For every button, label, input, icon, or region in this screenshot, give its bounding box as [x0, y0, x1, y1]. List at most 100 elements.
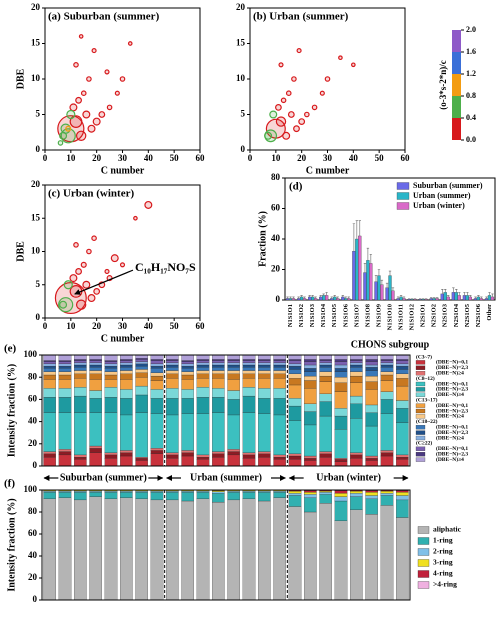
bar-segment — [120, 497, 133, 601]
bar-segment — [396, 454, 409, 458]
colorbar-tick-label: 2.0 — [466, 25, 476, 34]
bar-segment — [74, 454, 87, 458]
bar-segment — [304, 359, 317, 362]
point — [73, 242, 79, 248]
bar-segment — [334, 368, 348, 372]
bar-segment — [319, 494, 332, 504]
bar-segment — [181, 490, 194, 493]
bar-segment — [89, 362, 102, 366]
bar-segment — [58, 388, 72, 398]
bar-segment — [150, 389, 164, 399]
bar-segment — [227, 414, 240, 450]
bar-segment — [258, 451, 271, 454]
error-bar — [480, 296, 483, 299]
bar-segment — [380, 367, 394, 372]
bar — [413, 299, 417, 301]
x-tick-label: N1S1O7 — [353, 303, 360, 327]
error-bar — [303, 296, 306, 299]
bar-segment — [242, 492, 256, 499]
x-tick-label: 0 — [43, 321, 48, 331]
legend-swatch — [396, 192, 410, 200]
error-bar — [474, 296, 477, 299]
y-tick-label: 5 — [36, 109, 41, 119]
bar-segment — [135, 394, 148, 413]
error-bar — [297, 296, 300, 299]
bar-segment — [319, 453, 332, 458]
bar-segment — [89, 448, 102, 453]
x-tick-label: 0 — [248, 153, 253, 163]
bar-segment — [43, 492, 56, 499]
bar — [313, 298, 318, 301]
legend-label: aliphatic — [433, 525, 462, 534]
bar-segment — [365, 359, 378, 362]
bar-segment — [396, 378, 409, 387]
bar-segment — [304, 361, 317, 366]
bar-segment — [104, 412, 118, 453]
bar-segment — [89, 364, 102, 368]
bar-segment — [227, 490, 240, 493]
x-tick-label: 10 — [66, 321, 76, 331]
bar-segment — [43, 354, 56, 361]
point — [119, 262, 126, 268]
legend-swatch — [417, 581, 430, 589]
bar-segment — [120, 370, 133, 374]
bar-segment — [196, 360, 210, 363]
bar-segment — [104, 374, 118, 380]
bar-segment — [181, 379, 194, 390]
bar-segment — [212, 397, 225, 413]
point — [293, 125, 300, 133]
bar-segment — [104, 363, 118, 367]
bar-segment — [258, 453, 271, 458]
bar-segment — [288, 459, 302, 467]
bar-segment — [120, 398, 133, 416]
bar-segment — [43, 453, 56, 458]
bar-segment — [135, 363, 148, 367]
bar-segment — [104, 397, 118, 413]
bar-segment — [288, 384, 302, 399]
bar-segment — [74, 362, 87, 366]
error-bar — [385, 282, 389, 288]
panel-title: (b) Urban (summer) — [253, 11, 349, 23]
point — [110, 254, 119, 263]
bar-segment — [288, 453, 302, 457]
bar-segment — [273, 414, 286, 456]
legend-label: (DBE−N)=2,3 — [436, 429, 468, 436]
legend-label: (DBE−N)≥4 — [436, 413, 464, 420]
bar-segment — [350, 395, 363, 404]
bar-segment — [242, 395, 256, 413]
point — [91, 235, 97, 242]
error-bar — [322, 293, 325, 296]
legend-swatch — [396, 202, 410, 210]
bar-segment — [196, 498, 210, 601]
y-axis-label: Fraction (%) — [257, 211, 268, 267]
bar-segment — [166, 414, 179, 453]
bar-segment — [181, 413, 194, 451]
bar-segment — [304, 424, 317, 457]
bar-segment — [104, 368, 118, 372]
bar-segment — [196, 362, 210, 366]
bar-segment — [365, 498, 378, 515]
bar-segment — [150, 354, 164, 360]
error-bar — [319, 295, 322, 297]
bar-segment — [212, 364, 225, 368]
bar-segment — [104, 365, 118, 369]
bar-segment — [181, 361, 194, 365]
bar-segment — [350, 458, 363, 467]
bar-segment — [334, 458, 348, 460]
error-bar — [458, 292, 461, 296]
bar-segment — [258, 378, 271, 389]
bar-segment — [365, 389, 378, 406]
bar-segment — [396, 408, 409, 423]
legend-swatch — [417, 526, 430, 534]
bar-segment — [304, 364, 317, 369]
bar-segment — [273, 490, 286, 493]
error-bar — [430, 297, 433, 299]
point — [59, 300, 68, 309]
bar-segment — [304, 455, 317, 459]
bar-segment — [242, 360, 256, 363]
colorbar-segment — [452, 118, 461, 140]
bar-segment — [304, 371, 317, 377]
bar-segment — [43, 451, 56, 454]
bar-segment — [104, 360, 118, 362]
legend-label: (DBE−N)=0,1 — [436, 445, 468, 452]
